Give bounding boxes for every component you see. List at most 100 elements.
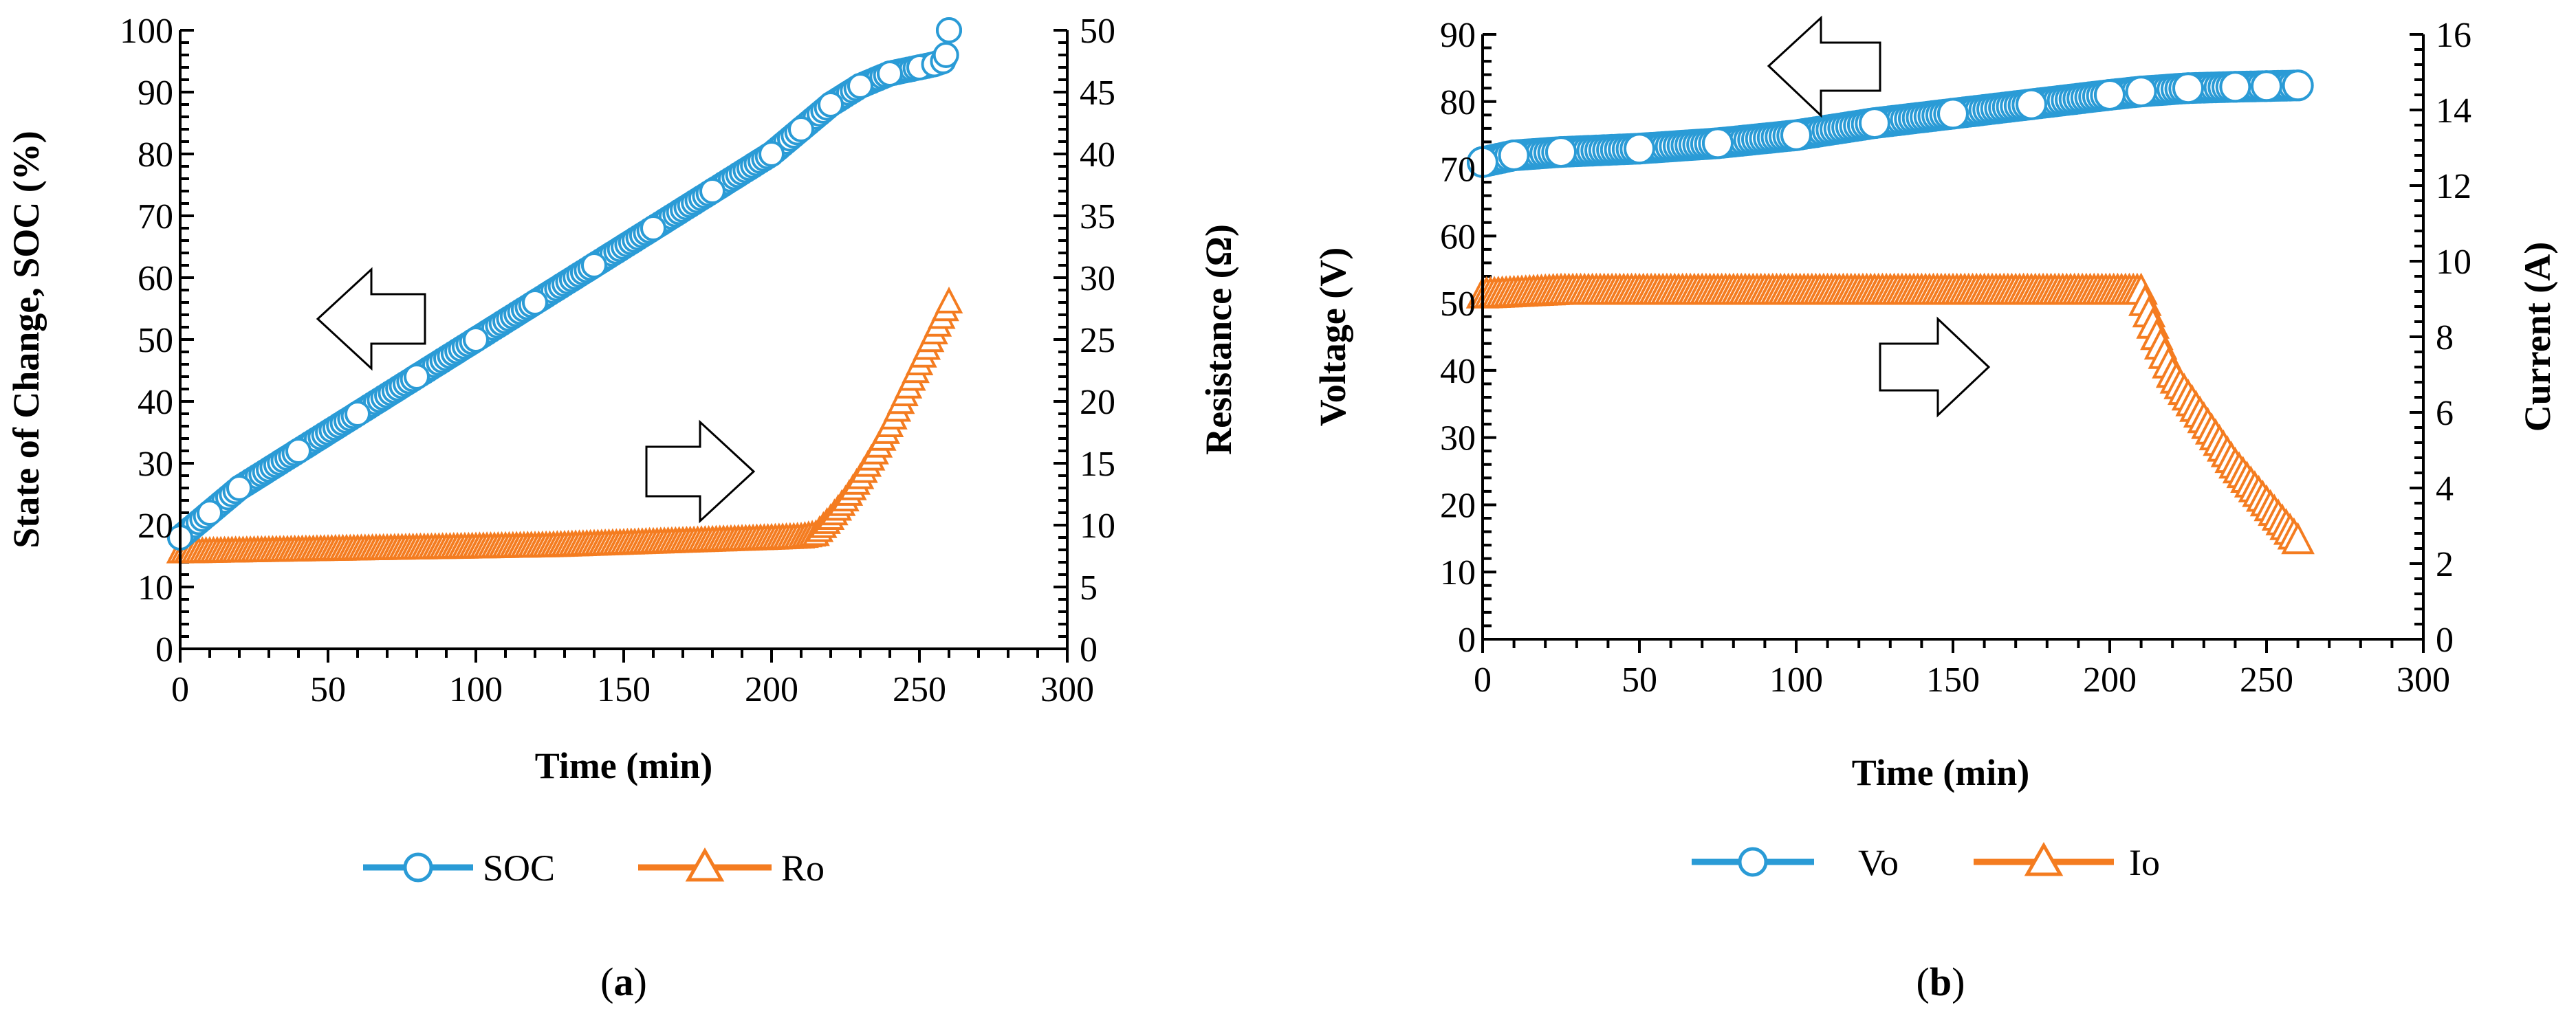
panel-b-vo-data-point xyxy=(2282,69,2314,102)
panel-a-y-tick-label: 70 xyxy=(138,197,173,236)
panel-a-soc-data-point xyxy=(463,326,489,353)
panel-b-y2-tick-label: 8 xyxy=(2436,318,2454,357)
panel-b-label-open: ( xyxy=(1917,960,1930,1004)
panel-b-legend-vo-label: Vo xyxy=(1858,842,1899,883)
panel-a-y-tick-label: 50 xyxy=(138,321,173,360)
panel-a-x-tick-label: 100 xyxy=(449,670,503,709)
panel-b-x-tick-label: 200 xyxy=(2083,661,2137,700)
panel-b-y2-tick-label: 10 xyxy=(2436,243,2471,282)
panel-a-right-arrow xyxy=(645,419,756,524)
panel-a-soc-data-point xyxy=(936,17,962,43)
panel-a-soc-data-point xyxy=(581,252,607,278)
panel-a-soc-data-point xyxy=(758,141,785,167)
panel-a-soc-data-point xyxy=(226,475,252,501)
panel-a-soc-data-point xyxy=(522,289,548,315)
panel-b-legend: Vo Io xyxy=(1692,841,2160,883)
panel-b-y-tick-label: 40 xyxy=(1440,352,1476,391)
panel-a-soc-data-point xyxy=(699,178,725,204)
panel-b-tick-labels: 0 50 100 150 200 250 3000102030405060708090024… xyxy=(1440,16,2471,700)
panel-b-vo-data-point xyxy=(1545,136,1577,168)
panel-a-y2-tick-label: 45 xyxy=(1080,74,1115,113)
panel-a-soc-data-point xyxy=(197,500,223,526)
panel-b-y2-tick-label: 12 xyxy=(2436,167,2471,206)
panel-b-y-tick-label: 20 xyxy=(1440,486,1476,525)
panel-b-vo-data-point xyxy=(1937,98,1969,130)
panel-b-vo-data-point xyxy=(1624,133,1655,165)
panel-b-y-tick-label: 30 xyxy=(1440,419,1476,458)
panel-b-chart: 0 50 100 150 200 250 3000102030405060708090024… xyxy=(1312,15,2558,1004)
panel-a-chart: 0 50 100 150 200 250 3000102030405060708090100… xyxy=(6,12,1239,1004)
panel-a-y2-tick-label: 50 xyxy=(1080,12,1115,51)
panel-b-left-arrow xyxy=(1767,15,1881,118)
panel-b-io-point xyxy=(2281,522,2315,555)
panel-b-x-tick-label: 250 xyxy=(2240,661,2293,700)
panel-a-x-tick-label: 300 xyxy=(1040,670,1094,709)
panel-a-y2-tick-label: 40 xyxy=(1080,135,1115,175)
panel-a-y2-tick-label: 25 xyxy=(1080,321,1115,360)
panel-a-soc-data-point xyxy=(404,364,430,390)
panel-a-legend-ro: Ro xyxy=(638,847,825,889)
panel-b-y2-tick-label: 4 xyxy=(2436,469,2454,509)
panel-b-y-tick-label: 60 xyxy=(1440,217,1476,256)
panel-a-legend-soc-marker xyxy=(403,852,433,883)
panel-a-label: (a) xyxy=(600,960,647,1004)
panel-a-soc-data-point xyxy=(877,60,903,87)
panel-b-right-arrow xyxy=(1879,316,1991,418)
panel-b-y-tick-label: 0 xyxy=(1458,621,1476,660)
panel-a-y-axis-title: State of Change, SOC (%) xyxy=(6,131,47,548)
panel-b-x-axis-title: Time (min) xyxy=(1852,752,2029,793)
panel-b-y-tick-label: 50 xyxy=(1440,285,1476,324)
panel-b-y2-tick-label: 16 xyxy=(2436,16,2471,55)
panel-b-label-close: ) xyxy=(1952,960,1965,1004)
panel-b-vo-data-point xyxy=(2125,76,2157,108)
panel-b-vo-series xyxy=(1467,69,2314,178)
panel-b-y-tick-label: 80 xyxy=(1440,83,1476,122)
panel-a-legend-soc-label: SOC xyxy=(483,847,555,889)
panel-a-y-tick-label: 60 xyxy=(138,259,173,298)
panel-a-y-tick-label: 10 xyxy=(138,568,173,608)
panel-a-y2-axis-title: Resistance (Ω) xyxy=(1198,224,1239,455)
panel-a-y-tick-label: 100 xyxy=(120,12,173,51)
panel-b-label-letter: b xyxy=(1930,960,1952,1004)
panel-b-y-tick-label: 90 xyxy=(1440,16,1476,55)
panel-a-y-tick-label: 90 xyxy=(138,74,173,113)
panel-b-vo-data-point xyxy=(2016,88,2047,120)
panel-a-y-tick-label: 80 xyxy=(138,135,173,175)
panel-a-legend-ro-marker xyxy=(685,847,725,882)
panel-a-left-arrow xyxy=(316,267,426,371)
panel-a-y2-tick-label: 30 xyxy=(1080,259,1115,298)
panel-a-label-open: ( xyxy=(600,960,613,1004)
panel-a-x-tick-label: 200 xyxy=(745,670,798,709)
panel-b-vo-data-point xyxy=(1780,119,1812,151)
panel-b-y-tick-label: 70 xyxy=(1440,151,1476,190)
panel-b-legend-io-marker xyxy=(2024,841,2064,876)
panel-b-io-series xyxy=(1465,272,2315,555)
panel-a-y-tick-label: 0 xyxy=(155,630,173,669)
panel-b-legend-io-label: Io xyxy=(2129,842,2160,883)
panel-a-soc-data-point xyxy=(285,438,312,464)
panel-b-vo-data-point xyxy=(1702,127,1734,159)
panel-a-label-close: ) xyxy=(634,960,647,1004)
panel-a-x-tick-label: 0 xyxy=(171,670,189,709)
panel-b-x-tick-label: 150 xyxy=(1926,661,1980,700)
panel-b-y-tick-label: 10 xyxy=(1440,553,1476,592)
panel-a-legend-soc: SOC xyxy=(363,847,555,889)
panel-b-x-tick-label: 100 xyxy=(1769,661,1823,700)
panel-a-legend-ro-label: Ro xyxy=(781,847,825,889)
panel-a-y-tick-label: 20 xyxy=(138,507,173,546)
panel-b-x-tick-label: 300 xyxy=(2397,661,2450,700)
panel-b-vo-data-point xyxy=(1498,140,1530,171)
panel-a-soc-data-point xyxy=(932,42,959,68)
panel-b-y2-tick-label: 2 xyxy=(2436,545,2454,584)
panel-b-x-tick-label: 0 xyxy=(1474,661,1492,700)
panel-a-legend: SOC Ro xyxy=(363,847,825,889)
panel-b-ticks xyxy=(1481,33,2425,653)
panel-a-soc-data-point xyxy=(788,116,814,142)
panel-b-label: (b) xyxy=(1917,960,1965,1004)
panel-b-y2-tick-label: 0 xyxy=(2436,621,2454,660)
panel-a-y2-tick-label: 5 xyxy=(1080,568,1098,608)
panel-b-vo-data-point xyxy=(2251,70,2282,102)
panel-a-y2-tick-label: 10 xyxy=(1080,507,1115,546)
panel-a-x-tick-label: 250 xyxy=(893,670,946,709)
